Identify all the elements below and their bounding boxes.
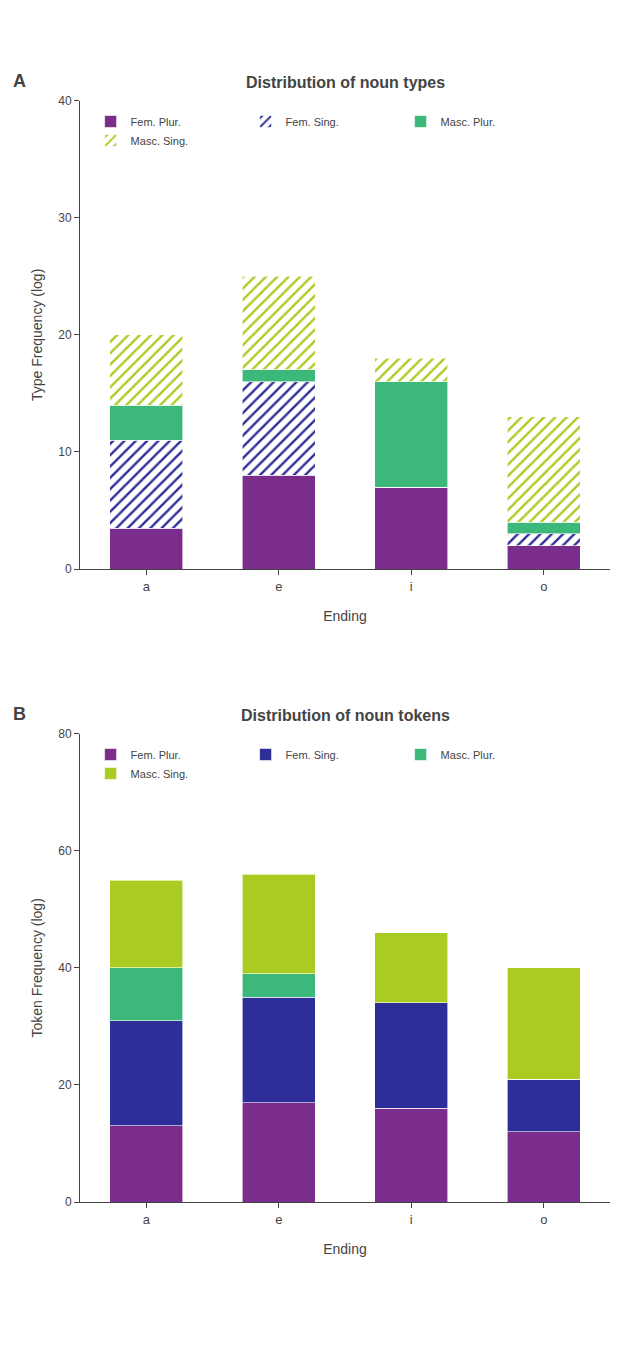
svg-text:Token Frequency (log): Token Frequency (log): [29, 898, 45, 1037]
svg-text:Masc. Sing.: Masc. Sing.: [131, 768, 188, 780]
svg-text:o: o: [540, 1212, 547, 1227]
svg-text:80: 80: [58, 727, 72, 741]
svg-text:B: B: [13, 704, 26, 724]
svg-text:20: 20: [58, 328, 72, 342]
svg-text:60: 60: [58, 844, 72, 858]
svg-text:Distribution of noun types: Distribution of noun types: [246, 74, 445, 91]
svg-text:i: i: [410, 1212, 413, 1227]
svg-text:a: a: [143, 579, 151, 594]
svg-text:Distribution of noun tokens: Distribution of noun tokens: [241, 707, 450, 724]
svg-text:Fem. Plur.: Fem. Plur.: [131, 749, 181, 761]
svg-text:Fem. Sing.: Fem. Sing.: [286, 749, 339, 761]
svg-text:Ending: Ending: [323, 608, 367, 624]
svg-text:Type Frequency (log): Type Frequency (log): [29, 269, 45, 401]
svg-text:i: i: [410, 579, 413, 594]
svg-text:A: A: [13, 71, 26, 91]
svg-text:30: 30: [58, 211, 72, 225]
svg-text:0: 0: [65, 1195, 72, 1209]
svg-text:0: 0: [65, 562, 72, 576]
svg-text:40: 40: [58, 961, 72, 975]
svg-text:Masc. Plur.: Masc. Plur.: [441, 116, 495, 128]
svg-text:e: e: [275, 1212, 282, 1227]
svg-text:Masc. Sing.: Masc. Sing.: [131, 135, 188, 147]
svg-text:40: 40: [58, 94, 72, 108]
svg-text:Fem. Plur.: Fem. Plur.: [131, 116, 181, 128]
svg-text:Ending: Ending: [323, 1241, 367, 1257]
svg-text:Fem. Sing.: Fem. Sing.: [286, 116, 339, 128]
svg-text:e: e: [275, 579, 282, 594]
svg-text:20: 20: [58, 1078, 72, 1092]
svg-text:a: a: [143, 1212, 151, 1227]
svg-text:o: o: [540, 579, 547, 594]
svg-text:10: 10: [58, 445, 72, 459]
svg-text:Masc. Plur.: Masc. Plur.: [441, 749, 495, 761]
